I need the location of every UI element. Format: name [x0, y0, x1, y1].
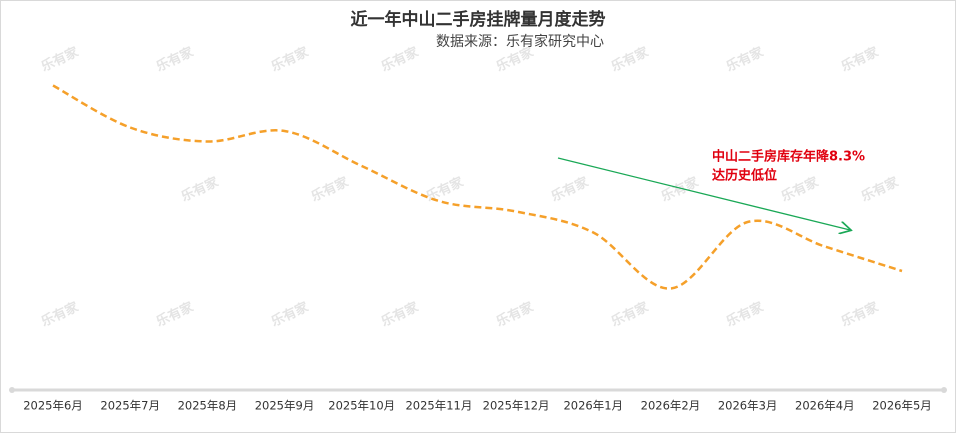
x-tick-label: 2026年5月 — [872, 399, 932, 413]
x-tick-label: 2025年6月 — [23, 399, 83, 413]
x-tick-label: 2025年7月 — [100, 399, 160, 413]
x-tick-label: 2026年4月 — [795, 399, 855, 413]
trend-arrow — [557, 157, 850, 230]
annotation: 达历史低位 — [712, 168, 777, 184]
x-tick-label: 2026年1月 — [563, 399, 623, 413]
annotation: 中山二手房库存年降8.3% — [712, 149, 865, 165]
axis-end — [941, 387, 947, 393]
x-tick-label: 2025年11月 — [405, 399, 472, 413]
chart-subtitle: 数据来源：乐有家研究中心 — [436, 33, 604, 50]
x-tick-label: 2026年2月 — [641, 399, 701, 413]
chart-title: 近一年中山二手房挂牌量月度走势 — [351, 9, 606, 30]
axis-end — [9, 387, 15, 393]
x-tick-label: 2025年9月 — [255, 399, 315, 413]
x-tick-label: 2025年10月 — [328, 399, 395, 413]
x-tick-label: 2025年12月 — [483, 399, 550, 413]
x-tick-label: 2026年3月 — [718, 399, 778, 413]
x-tick-label: 2025年8月 — [178, 399, 238, 413]
line — [52, 84, 903, 290]
